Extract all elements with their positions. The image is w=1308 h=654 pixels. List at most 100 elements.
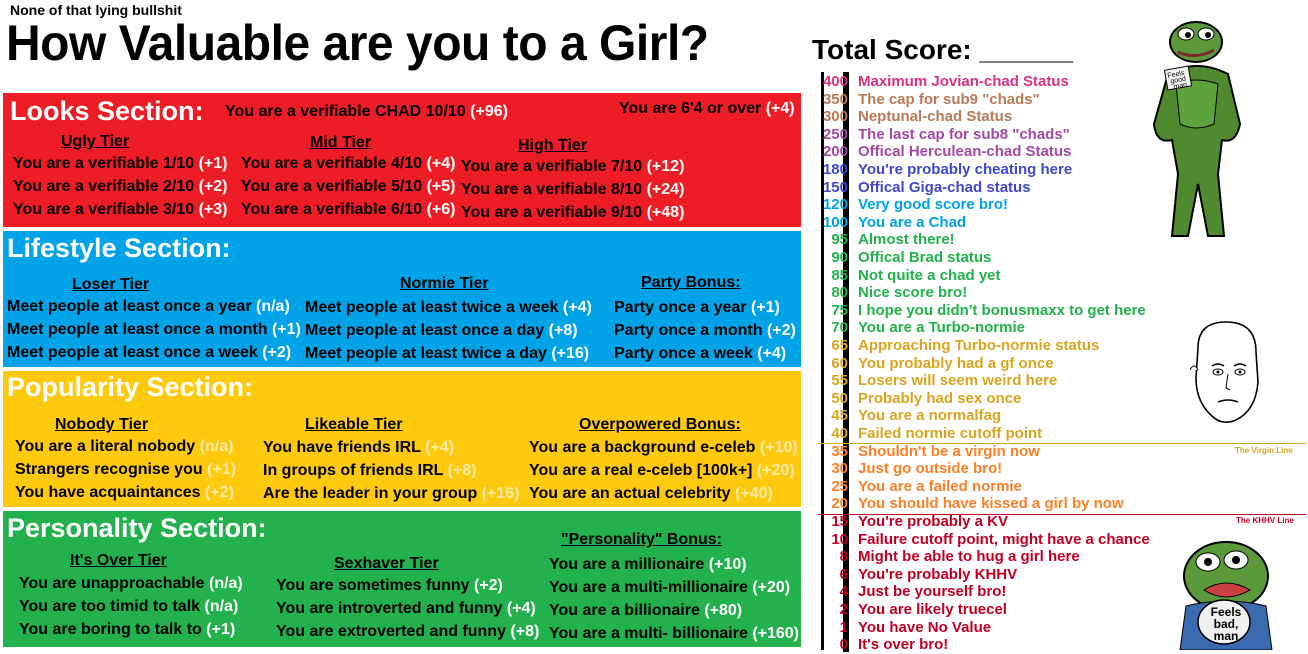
score-label: You have No Value [858, 618, 992, 636]
score-value: 4 [839, 583, 848, 601]
score-label: Losers will seem weird here [858, 372, 1058, 390]
tier-column: Party once a year (+1) Party once a mont… [614, 296, 796, 365]
score-value: 85 [831, 266, 848, 284]
svg-text:Feels: Feels [1167, 70, 1186, 80]
score-row: 8 Might be able to hug a girl here [818, 548, 1080, 566]
score-row: 65 Approaching Turbo-normie status [818, 337, 1099, 355]
score-value: 35 [831, 442, 848, 460]
tier-heading: Party Bonus: [641, 274, 741, 291]
khhv-line-label: The KHHV Line [1236, 516, 1294, 525]
list-item: Party once a year (+1) [614, 299, 780, 316]
list-item: You are boring to talk to (+1) [19, 621, 236, 638]
score-axis-bar [843, 72, 849, 652]
tier-heading: Sexhaver Tier [334, 555, 439, 572]
score-label: Might be able to hug a girl here [858, 548, 1080, 566]
score-row: 10 Failure cutoff point, might have a cha… [818, 531, 1149, 549]
list-item: You have friends IRL (+4) [263, 439, 455, 456]
tier-column: Meet people at least twice a week (+4) M… [305, 296, 592, 365]
score-label: Offical Giga-chad status [858, 178, 1031, 196]
list-item: You are introverted and funny (+4) [276, 600, 536, 617]
list-item: You are a billionaire (+80) [549, 602, 743, 619]
score-row: 25 You are a failed normie [818, 478, 1022, 496]
list-item: Meet people at least twice a day (+16) [305, 345, 590, 362]
score-value: 40 [831, 425, 848, 442]
score-value: 250 [822, 125, 848, 143]
looks-section: Looks Section: You are a verifiable CHAD… [3, 93, 801, 227]
list-item: You are unapproachable (n/a) [19, 575, 243, 592]
tier-column: You are a verifiable 1/10 (+1) You are a… [13, 152, 228, 221]
score-row: 1 You have No Value [818, 619, 991, 637]
lifestyle-section: Lifestyle Section: Loser Tier Normie Tie… [3, 231, 801, 367]
score-row: 30 Just go outside bro! [818, 460, 1002, 478]
khhv-line [818, 514, 1306, 515]
total-score-label: Total Score: ______ [812, 34, 1073, 65]
score-label: You're probably a KV [858, 513, 1008, 530]
list-item: You are a verifiable 3/10 (+3) [13, 201, 228, 218]
score-value: 200 [822, 143, 848, 161]
score-row: 15 You're probably a KV [818, 513, 1008, 531]
score-label: Maximum Jovian-chad Status [858, 73, 1069, 90]
score-label: You're probably cheating here [858, 161, 1073, 178]
tier-column: You are unapproachable (n/a) You are too… [19, 572, 243, 641]
score-axis-bar-left [821, 72, 824, 650]
score-value: 100 [822, 213, 848, 231]
score-value: 30 [831, 460, 848, 478]
score-row: 35 Shouldn't be a virgin now [818, 443, 1040, 461]
score-label: You are a failed normie [858, 477, 1022, 495]
tier-heading: Loser Tier [72, 276, 150, 293]
score-label: You are likely truecel [858, 601, 1007, 618]
tier-heading: Nobody Tier [55, 416, 149, 433]
score-label: Offical Herculean-chad Status [858, 143, 1072, 161]
list-item: You are too timid to talk (n/a) [19, 598, 239, 615]
list-item: You are a verifiable 4/10 (+4) [241, 155, 456, 172]
list-item: Party once a week (+4) [614, 345, 787, 362]
list-item: Meet people at least once a week (+2) [7, 344, 292, 361]
score-label: Neptunal-chad Status [858, 108, 1013, 126]
list-item: You are a multi- billionaire (+160) [549, 625, 800, 642]
score-label: You are a Chad [858, 213, 967, 231]
score-label: You probably had a gf once [858, 354, 1054, 372]
score-value: 300 [822, 108, 848, 126]
tier-column: Meet people at least once a year (n/a) M… [7, 295, 301, 364]
score-row: 95 Almost there! [818, 231, 954, 249]
score-value: 0 [839, 636, 848, 654]
score-label: Offical Brad status [858, 249, 992, 266]
tier-column: You are a background e-celeb (+10) You a… [529, 436, 798, 505]
buff-pepe-icon: Feels good man [1152, 21, 1242, 237]
score-label: Just be yourself bro! [858, 583, 1007, 601]
score-value: 70 [831, 319, 848, 337]
tier-column: You are a literal nobody (n/a) Strangers… [15, 435, 236, 504]
list-item: You are a background e-celeb (+10) [529, 439, 798, 456]
looks-extra-chad: You are a verifiable CHAD 10/10 (+96) [225, 103, 508, 120]
score-label: Very good score bro! [858, 196, 1009, 214]
score-value: 65 [831, 337, 848, 354]
score-value: 1 [839, 618, 848, 636]
score-value: 90 [831, 249, 848, 266]
svg-text:good: good [1170, 76, 1187, 86]
tier-heading: Ugly Tier [61, 133, 130, 150]
score-value: 45 [831, 407, 848, 425]
list-item: Meet people at least twice a week (+4) [305, 299, 592, 316]
score-label: Probably had sex once [858, 389, 1022, 407]
score-value: 55 [831, 372, 848, 390]
list-item: Strangers recognise you (+1) [15, 461, 236, 478]
list-item: You are a verifiable 7/10 (+12) [461, 158, 685, 175]
score-value: 60 [831, 354, 848, 372]
score-row: 6 You're probably KHHV [818, 566, 1017, 584]
score-row: 400 Maximum Jovian-chad Status [818, 73, 1069, 91]
score-label: It's over bro! [858, 636, 949, 654]
personality-section: Personality Section: It's Over Tier Sexh… [3, 511, 801, 647]
tier-column: You are a millionaire (+10) You are a mu… [549, 553, 799, 645]
score-label: Nice score bro! [858, 284, 968, 302]
page-title: How Valuable are you to a Girl? [6, 15, 709, 71]
sad-pepe-caption: Feels bad, man [1210, 605, 1242, 643]
score-label: You are a normalfag [858, 407, 1002, 425]
score-value: 180 [822, 161, 848, 178]
list-item: You are sometimes funny (+2) [276, 577, 503, 594]
virgin-line [818, 443, 1306, 444]
tier-heading: Normie Tier [400, 275, 489, 292]
list-item: You are a verifiable 9/10 (+48) [461, 204, 685, 221]
score-row: 50 Probably had sex once [818, 390, 1021, 408]
score-label: Approaching Turbo-normie status [858, 337, 1100, 354]
popularity-section: Popularity Section: Nobody Tier Likeable… [3, 371, 801, 507]
